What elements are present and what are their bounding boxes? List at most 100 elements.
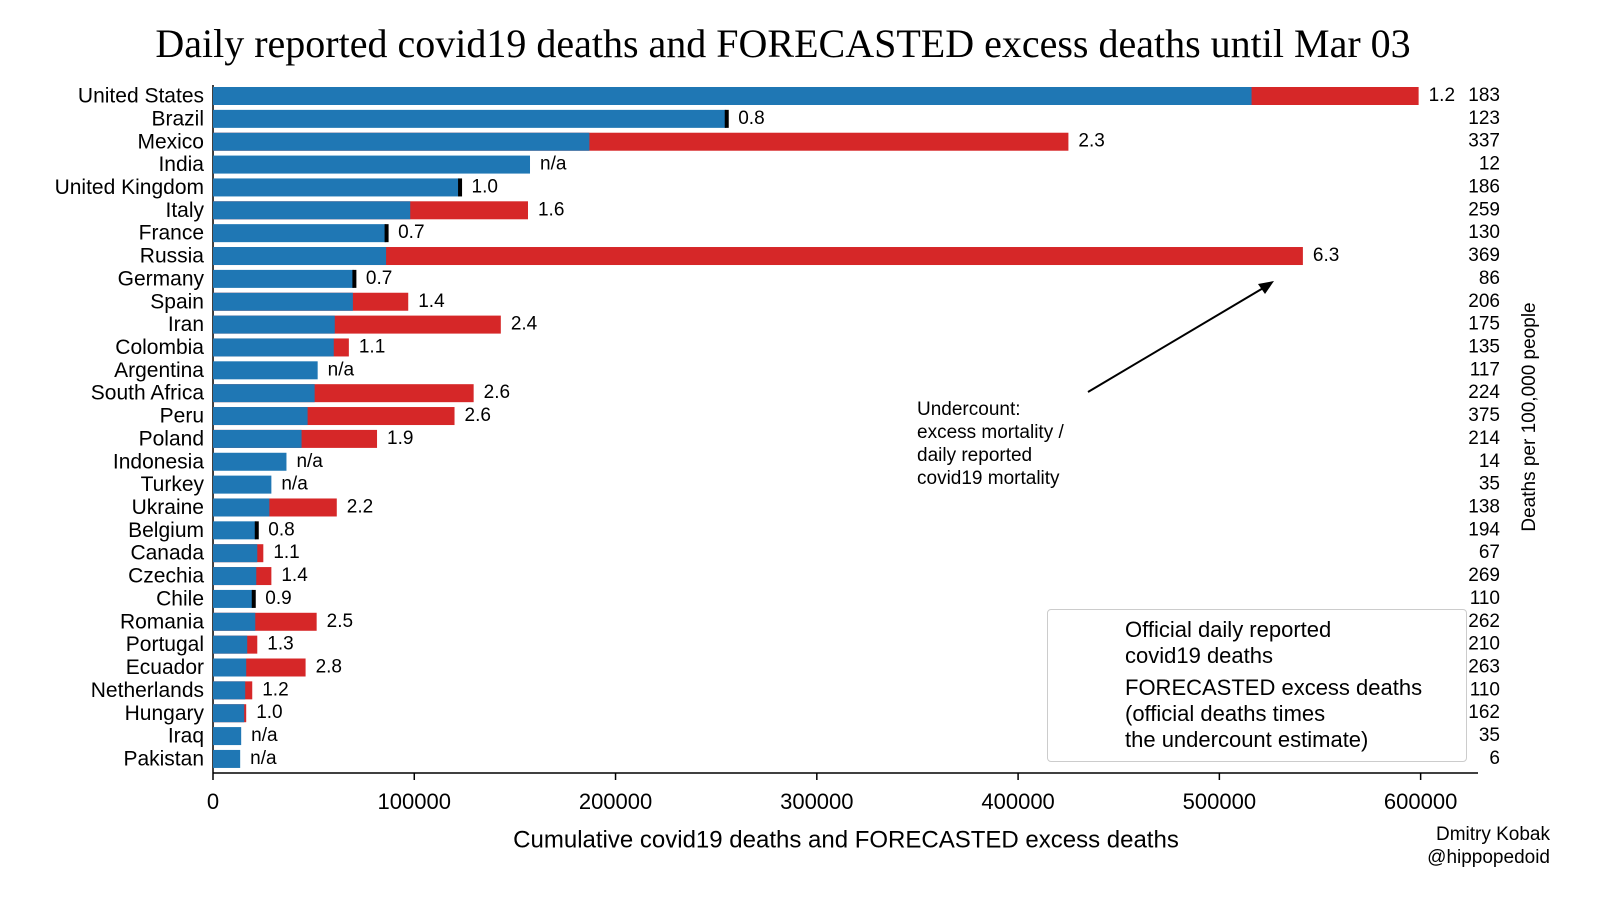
undercount-label: 0.7: [398, 222, 424, 243]
y-tick-label: Iraq: [168, 725, 204, 748]
official-bar: [213, 361, 318, 380]
y-tick-label: Chile: [156, 587, 204, 610]
annotation: Undercount: excess mortality / daily rep…: [917, 399, 1064, 489]
per100k-label: 175: [1468, 314, 1500, 335]
undercount-marker: [251, 589, 256, 608]
x-tick-label: 300000: [780, 789, 853, 814]
official-bar: [213, 498, 270, 517]
official-bar: [213, 704, 245, 723]
per100k-label: 375: [1468, 405, 1500, 426]
y-tick-label: Brazil: [151, 107, 204, 130]
official-bar: [213, 521, 257, 540]
official-bar: [213, 429, 302, 448]
y-tick-label: Pakistan: [123, 747, 204, 770]
credit: Dmitry Kobak: [1436, 824, 1551, 845]
official-bar: [213, 269, 354, 288]
y-tick-label: Indonesia: [113, 450, 204, 473]
official-bar: [213, 567, 257, 586]
y-tick-label: Netherlands: [91, 679, 204, 702]
undercount-label: 1.2: [262, 679, 288, 700]
official-bar: [213, 315, 335, 334]
undercount-label: 2.8: [316, 657, 342, 678]
undercount-label: 2.5: [327, 611, 353, 632]
per100k-label: 259: [1468, 199, 1500, 220]
excess-bar: [213, 247, 1303, 266]
y-tick-label: Canada: [130, 542, 204, 565]
undercount-label: 1.2: [1429, 85, 1455, 106]
y-tick-label: Peru: [160, 405, 204, 428]
undercount-marker: [254, 521, 259, 540]
official-bar: [213, 292, 353, 311]
undercount-label: n/a: [250, 748, 277, 769]
official-bar: [213, 727, 242, 746]
undercount-label: 1.1: [273, 542, 299, 563]
per100k-label: 186: [1468, 176, 1500, 197]
official-bar: [213, 109, 727, 128]
per100k-label: 269: [1468, 565, 1500, 586]
y-tick-label: India: [158, 153, 204, 176]
y-tick-label: Ecuador: [126, 656, 204, 679]
undercount-label: 6.3: [1313, 245, 1339, 266]
official-bar: [213, 681, 246, 700]
y-tick-label: Germany: [118, 267, 205, 290]
per100k-label: 194: [1468, 519, 1500, 540]
per100k-label: 35: [1479, 725, 1500, 746]
arrow-head: [1258, 281, 1274, 294]
official-bar: [213, 589, 254, 608]
official-bar: [213, 452, 287, 471]
official-bar: [213, 87, 1252, 105]
per100k-label: 262: [1468, 611, 1500, 632]
per100k-label: 206: [1468, 291, 1500, 312]
per100k-label: 123: [1468, 108, 1500, 129]
official-bar: [213, 247, 387, 266]
y-tick-label: Spain: [150, 290, 204, 313]
x-tick-label: 400000: [981, 789, 1054, 814]
official-bar: [213, 658, 247, 677]
y-tick-label: Italy: [165, 199, 204, 222]
undercount-label: 2.6: [465, 405, 491, 426]
undercount-label: 1.6: [538, 199, 564, 220]
official-bar: [213, 155, 531, 174]
official-bar: [213, 224, 387, 243]
y-tick-label: Argentina: [114, 359, 204, 382]
y-tick-label: Romania: [120, 610, 204, 633]
y-tick-label: Belgium: [128, 519, 204, 542]
y-tick-label: France: [139, 222, 204, 245]
undercount-label: n/a: [251, 725, 278, 746]
undercount-label: 0.8: [268, 519, 294, 540]
official-bar: [213, 635, 248, 654]
per100k-label: 224: [1468, 382, 1500, 403]
y-tick-label: Turkey: [141, 473, 205, 496]
official-bar: [213, 132, 590, 151]
undercount-marker: [384, 224, 389, 243]
undercount-label: n/a: [328, 359, 355, 380]
chart-title: Daily reported covid19 deaths and FORECA…: [155, 21, 1410, 66]
official-bar: [213, 407, 308, 426]
y-tick-label: United Kingdom: [55, 176, 204, 199]
per100k-label: 183: [1468, 85, 1500, 106]
legend-label: FORECASTED excess deaths (official death…: [1125, 675, 1423, 752]
per100k-label: 117: [1470, 359, 1500, 380]
y-tick-label: Ukraine: [132, 496, 204, 519]
y-tick-label: Mexico: [137, 130, 204, 153]
undercount-marker: [352, 269, 357, 288]
per100k-label: 67: [1479, 542, 1500, 563]
per100k-label: 86: [1479, 268, 1500, 289]
official-bar: [213, 475, 272, 494]
official-bar: [213, 544, 258, 563]
per100k-label: 138: [1468, 496, 1500, 517]
y-tick-label: Czechia: [128, 565, 204, 588]
per100k-label: 35: [1479, 474, 1500, 495]
y-tick-label: Portugal: [126, 633, 204, 656]
y-tick-label: Colombia: [115, 336, 204, 359]
undercount-marker: [458, 178, 463, 197]
legend-label: Official daily reported covid19 deaths: [1125, 617, 1332, 668]
per100k-label: 130: [1468, 222, 1500, 243]
x-tick-label: 0: [207, 789, 219, 814]
per100k-label: 14: [1479, 451, 1501, 472]
undercount-label: 1.3: [267, 634, 293, 655]
undercount-label: 1.4: [418, 291, 445, 312]
per100k-label: 162: [1468, 702, 1500, 723]
per100k-label: 369: [1468, 245, 1500, 266]
